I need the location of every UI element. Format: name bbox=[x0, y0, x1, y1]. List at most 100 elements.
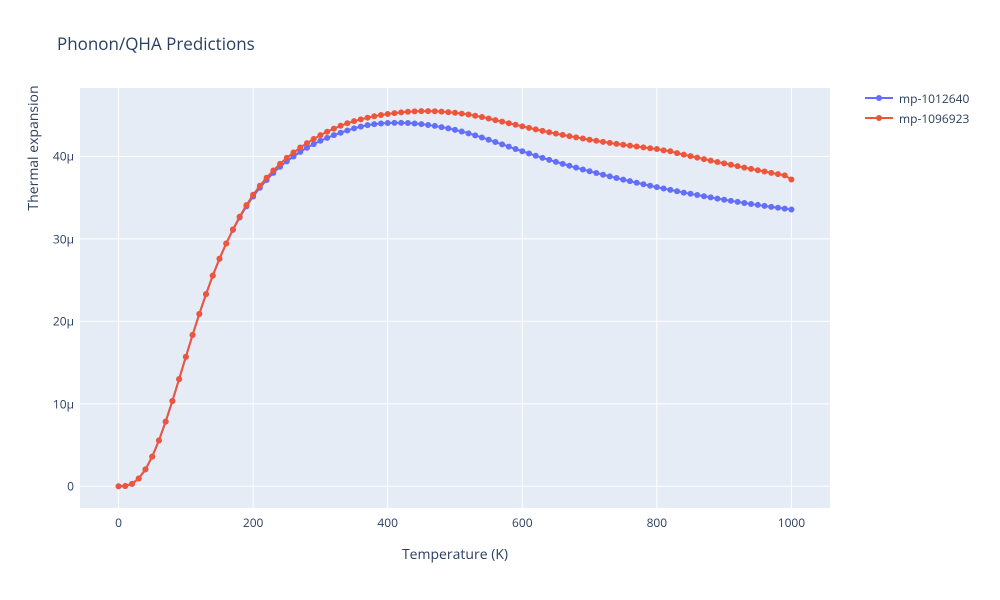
series-marker[interactable] bbox=[634, 180, 640, 186]
series-marker[interactable] bbox=[203, 291, 209, 297]
series-marker[interactable] bbox=[243, 202, 249, 208]
series-marker[interactable] bbox=[748, 166, 754, 172]
series-marker[interactable] bbox=[479, 114, 485, 120]
series-marker[interactable] bbox=[412, 120, 418, 126]
plot-area[interactable] bbox=[80, 88, 830, 508]
series-marker[interactable] bbox=[627, 143, 633, 149]
series-marker[interactable] bbox=[472, 132, 478, 138]
series-marker[interactable] bbox=[681, 190, 687, 196]
series-marker[interactable] bbox=[587, 168, 593, 174]
series-marker[interactable] bbox=[492, 117, 498, 123]
series-marker[interactable] bbox=[613, 141, 619, 147]
series-marker[interactable] bbox=[412, 108, 418, 114]
series-marker[interactable] bbox=[708, 194, 714, 200]
series-marker[interactable] bbox=[654, 146, 660, 152]
series-marker[interactable] bbox=[694, 155, 700, 161]
series-marker[interactable] bbox=[748, 201, 754, 207]
series-marker[interactable] bbox=[499, 141, 505, 147]
series-marker[interactable] bbox=[607, 140, 613, 146]
series-marker[interactable] bbox=[533, 126, 539, 132]
series-marker[interactable] bbox=[674, 150, 680, 156]
series-marker[interactable] bbox=[667, 187, 673, 193]
series-marker[interactable] bbox=[714, 159, 720, 165]
series-marker[interactable] bbox=[385, 111, 391, 117]
series-marker[interactable] bbox=[775, 171, 781, 177]
series-marker[interactable] bbox=[371, 113, 377, 119]
series-marker[interactable] bbox=[728, 198, 734, 204]
series-marker[interactable] bbox=[513, 146, 519, 152]
series-marker[interactable] bbox=[566, 133, 572, 139]
series-marker[interactable] bbox=[566, 163, 572, 169]
series-marker[interactable] bbox=[526, 150, 532, 156]
series-marker[interactable] bbox=[762, 203, 768, 209]
series-marker[interactable] bbox=[277, 161, 283, 167]
series-marker[interactable] bbox=[452, 110, 458, 116]
series-marker[interactable] bbox=[230, 226, 236, 232]
series-marker[interactable] bbox=[640, 181, 646, 187]
series-marker[interactable] bbox=[418, 108, 424, 114]
series-marker[interactable] bbox=[782, 172, 788, 178]
series-marker[interactable] bbox=[688, 153, 694, 159]
series-marker[interactable] bbox=[297, 145, 303, 151]
series-marker[interactable] bbox=[358, 124, 364, 130]
series-marker[interactable] bbox=[452, 127, 458, 133]
series-marker[interactable] bbox=[714, 196, 720, 202]
series-marker[interactable] bbox=[506, 120, 512, 126]
series-marker[interactable] bbox=[674, 188, 680, 194]
series-marker[interactable] bbox=[432, 108, 438, 114]
series-marker[interactable] bbox=[270, 167, 276, 173]
series-marker[interactable] bbox=[587, 137, 593, 143]
series-marker[interactable] bbox=[351, 118, 357, 124]
series-marker[interactable] bbox=[613, 175, 619, 181]
series-marker[interactable] bbox=[553, 159, 559, 165]
series-marker[interactable] bbox=[600, 172, 606, 178]
series-marker[interactable] bbox=[176, 376, 182, 382]
series-marker[interactable] bbox=[741, 200, 747, 206]
series-marker[interactable] bbox=[735, 163, 741, 169]
series-marker[interactable] bbox=[694, 192, 700, 198]
series-marker[interactable] bbox=[149, 454, 155, 460]
series-marker[interactable] bbox=[788, 177, 794, 183]
series-marker[interactable] bbox=[647, 183, 653, 189]
series-marker[interactable] bbox=[190, 332, 196, 338]
series-marker[interactable] bbox=[331, 126, 337, 132]
series-marker[interactable] bbox=[546, 157, 552, 163]
series-marker[interactable] bbox=[533, 153, 539, 159]
series-marker[interactable] bbox=[782, 206, 788, 212]
series-marker[interactable] bbox=[378, 112, 384, 118]
legend-item[interactable]: mp-1096923 bbox=[865, 108, 969, 128]
series-marker[interactable] bbox=[647, 145, 653, 151]
series-marker[interactable] bbox=[654, 184, 660, 190]
series-marker[interactable] bbox=[701, 193, 707, 199]
series-marker[interactable] bbox=[593, 170, 599, 176]
series-marker[interactable] bbox=[183, 354, 189, 360]
series-marker[interactable] bbox=[728, 162, 734, 168]
series-marker[interactable] bbox=[479, 134, 485, 140]
series-marker[interactable] bbox=[331, 132, 337, 138]
series-marker[interactable] bbox=[311, 136, 317, 142]
series-marker[interactable] bbox=[304, 140, 310, 146]
series-marker[interactable] bbox=[506, 144, 512, 150]
series-marker[interactable] bbox=[385, 120, 391, 126]
series-marker[interactable] bbox=[432, 123, 438, 129]
series-marker[interactable] bbox=[398, 109, 404, 115]
series-marker[interactable] bbox=[465, 112, 471, 118]
series-marker[interactable] bbox=[620, 142, 626, 148]
series-marker[interactable] bbox=[519, 148, 525, 154]
series-marker[interactable] bbox=[459, 111, 465, 117]
series-marker[interactable] bbox=[439, 124, 445, 130]
series-marker[interactable] bbox=[721, 160, 727, 166]
series-marker[interactable] bbox=[661, 147, 667, 153]
series-marker[interactable] bbox=[156, 438, 162, 444]
series-marker[interactable] bbox=[257, 183, 263, 189]
series-marker[interactable] bbox=[169, 398, 175, 404]
legend-item[interactable]: mp-1012640 bbox=[865, 88, 969, 108]
series-marker[interactable] bbox=[391, 110, 397, 116]
series-marker[interactable] bbox=[264, 175, 270, 181]
series-marker[interactable] bbox=[391, 120, 397, 126]
series-marker[interactable] bbox=[768, 170, 774, 176]
series-marker[interactable] bbox=[701, 156, 707, 162]
series-marker[interactable] bbox=[560, 132, 566, 138]
series-marker[interactable] bbox=[311, 141, 317, 147]
series-line[interactable] bbox=[119, 111, 792, 486]
